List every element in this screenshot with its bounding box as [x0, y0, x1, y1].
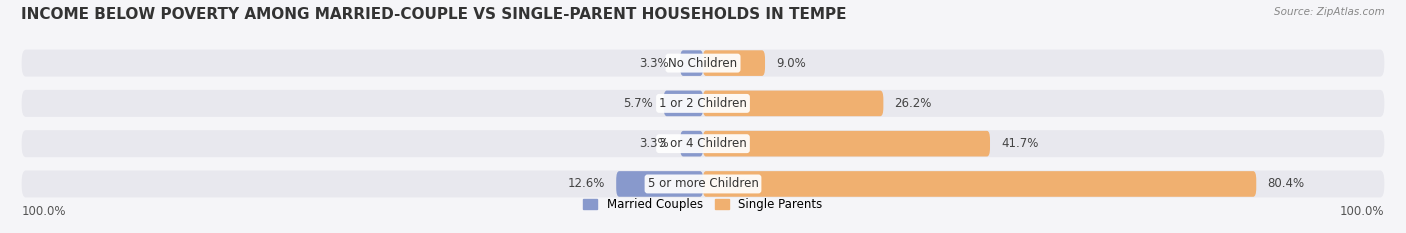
Text: Source: ZipAtlas.com: Source: ZipAtlas.com [1274, 7, 1385, 17]
Text: 3 or 4 Children: 3 or 4 Children [659, 137, 747, 150]
Text: 5.7%: 5.7% [623, 97, 652, 110]
Text: 12.6%: 12.6% [568, 178, 606, 190]
Text: 3.3%: 3.3% [640, 137, 669, 150]
Text: 100.0%: 100.0% [22, 205, 66, 218]
FancyBboxPatch shape [703, 171, 1257, 197]
Text: 9.0%: 9.0% [776, 57, 806, 70]
FancyBboxPatch shape [681, 50, 703, 76]
Text: 3.3%: 3.3% [640, 57, 669, 70]
Text: 100.0%: 100.0% [1340, 205, 1384, 218]
Text: 80.4%: 80.4% [1267, 178, 1305, 190]
FancyBboxPatch shape [664, 91, 703, 116]
FancyBboxPatch shape [21, 90, 1385, 117]
Legend: Married Couples, Single Parents: Married Couples, Single Parents [583, 198, 823, 211]
FancyBboxPatch shape [681, 131, 703, 157]
Text: No Children: No Children [668, 57, 738, 70]
Text: 1 or 2 Children: 1 or 2 Children [659, 97, 747, 110]
Text: 5 or more Children: 5 or more Children [648, 178, 758, 190]
FancyBboxPatch shape [616, 171, 703, 197]
FancyBboxPatch shape [703, 131, 990, 157]
FancyBboxPatch shape [21, 130, 1385, 157]
Text: 26.2%: 26.2% [894, 97, 932, 110]
FancyBboxPatch shape [21, 171, 1385, 197]
FancyBboxPatch shape [21, 50, 1385, 77]
FancyBboxPatch shape [703, 91, 883, 116]
Text: INCOME BELOW POVERTY AMONG MARRIED-COUPLE VS SINGLE-PARENT HOUSEHOLDS IN TEMPE: INCOME BELOW POVERTY AMONG MARRIED-COUPL… [21, 7, 846, 22]
FancyBboxPatch shape [703, 50, 765, 76]
Text: 41.7%: 41.7% [1001, 137, 1038, 150]
